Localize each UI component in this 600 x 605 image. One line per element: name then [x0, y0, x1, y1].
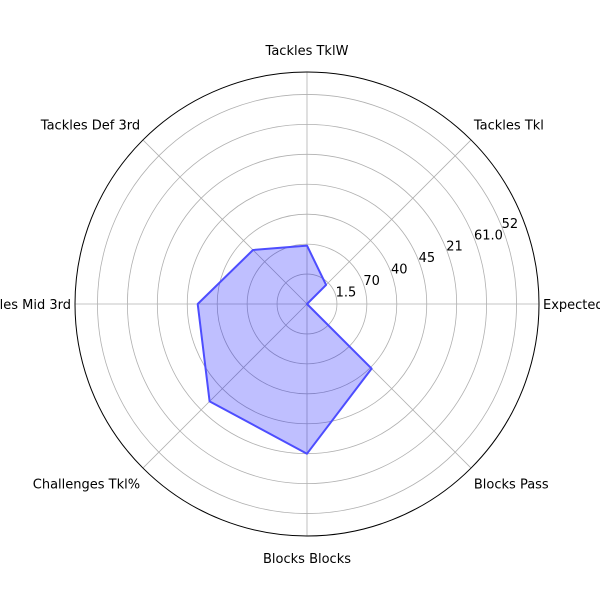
radial-tick-label-3: 45 [419, 251, 436, 266]
radial-tick-label-6: 52 [502, 217, 519, 232]
radial-tick-label-4: 21 [446, 240, 463, 255]
axis-label-0: Expected xG [543, 298, 600, 313]
radial-tick-label-0: 1.5 [336, 286, 357, 301]
axis-label-1: Tackles Tkl [473, 118, 544, 133]
radial-tick-labels: 1.5 70 40 45 21 61.052 [336, 217, 518, 301]
axis-label-7: Blocks Pass [474, 478, 549, 493]
radial-tick-label-1: 70 [363, 274, 380, 289]
radar-series [198, 246, 372, 454]
radial-tick-label-2: 40 [391, 263, 408, 278]
axis-label-2: Tackles TklW [265, 44, 349, 59]
axis-label-5: Challenges Tkl% [33, 478, 140, 493]
radial-tick-label-5: 61.0 [474, 228, 503, 243]
spoke-1 [307, 140, 471, 304]
axis-label-6: Blocks Blocks [263, 552, 351, 567]
axis-label-4: Tackles Mid 3rd [0, 298, 71, 313]
axis-label-3: Tackles Def 3rd [40, 118, 140, 133]
series-fill [198, 246, 372, 454]
